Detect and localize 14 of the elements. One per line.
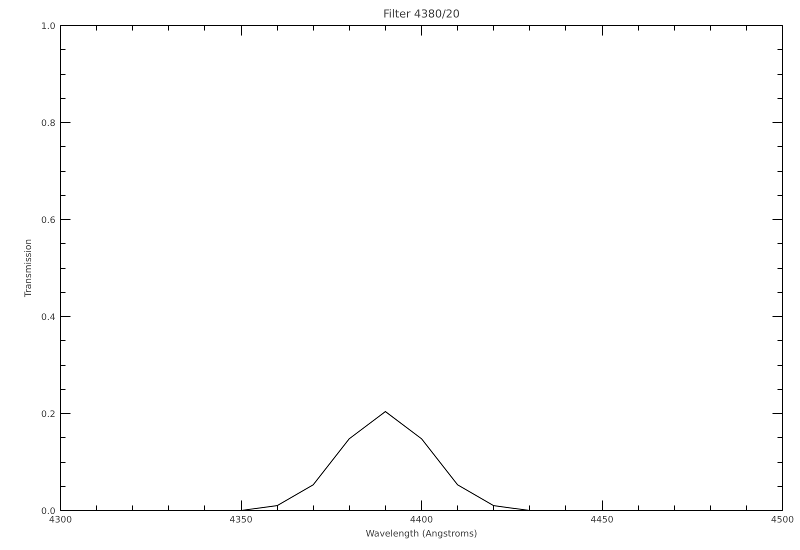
x-tick-label: 4500 [771,516,794,526]
y-tick-label: 0.2 [41,410,56,420]
x-tick-label: 4350 [230,516,253,526]
y-tick-label: 0.8 [41,119,56,129]
x-tick-label: 4300 [49,516,72,526]
y-tick-label: 0.4 [41,313,56,323]
y-tick-label: 1.0 [41,22,56,32]
y-tick-label: 0.6 [41,216,56,226]
x-tick-label: 4400 [410,516,434,526]
y-tick-label: 0.0 [41,507,56,517]
y-axis-title: Transmission [24,238,34,298]
x-axis-title: Wavelength (Angstroms) [366,530,478,540]
x-tick-label: 4450 [590,516,614,526]
chart-title: Filter 4380/20 [383,8,460,20]
